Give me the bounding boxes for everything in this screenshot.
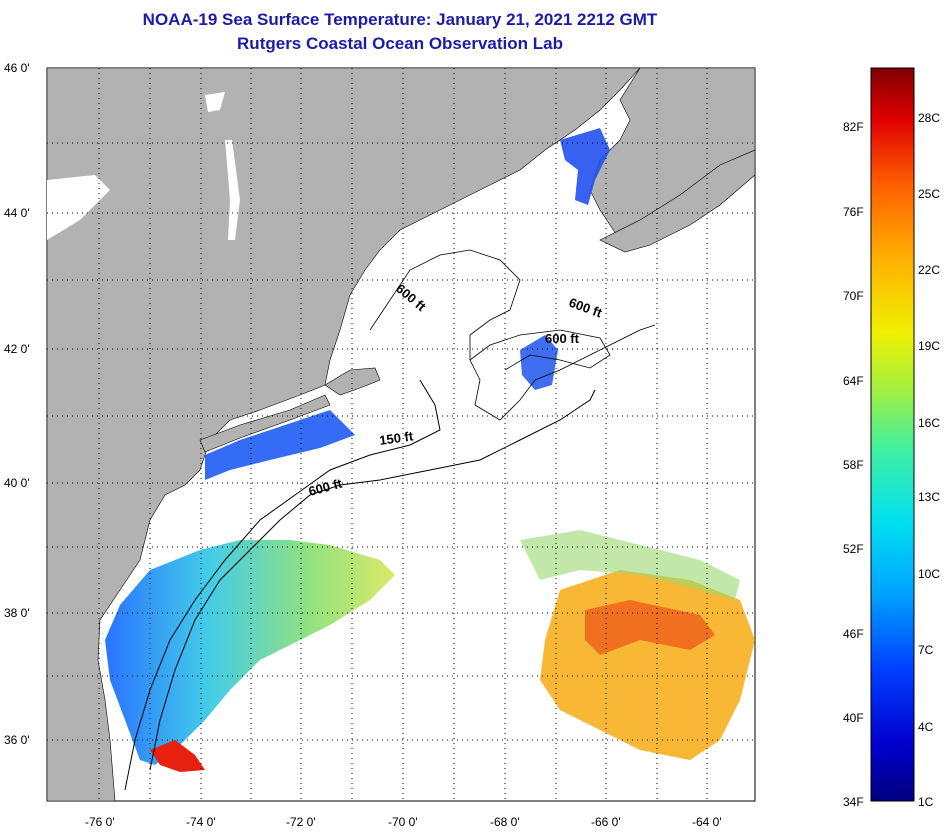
contour-label-3: 600 ft: [545, 331, 580, 346]
lake-ontario-edge: [47, 175, 110, 240]
lat-tick: 44 0': [4, 206, 30, 220]
sst-green-fringe: [520, 530, 740, 600]
colorbar-c-label: 7C: [918, 643, 934, 657]
colorbar-f-label: 70F: [843, 289, 864, 303]
lat-axis: 46 0' 44 0' 42 0' 40 0' 38 0' 36 0': [4, 61, 30, 747]
colorbar: [870, 67, 915, 802]
lat-tick: 36 0': [4, 733, 30, 747]
lat-tick: 42 0': [4, 342, 30, 356]
lon-tick: -74 0': [186, 815, 216, 829]
colorbar-f-label: 34F: [843, 795, 864, 809]
lon-tick: -70 0': [388, 815, 418, 829]
colorbar-c-label: 22C: [918, 263, 940, 277]
lon-tick: -72 0': [286, 815, 316, 829]
colorbar-c-label: 25C: [918, 187, 940, 201]
colorbar-celsius: 28C 25C 22C 19C 16C 13C 10C 7C 4C 1C: [918, 111, 940, 809]
lon-tick: -68 0': [490, 815, 520, 829]
chart-subtitle: Rutgers Coastal Ocean Observation Lab: [237, 34, 563, 53]
sst-orange-patch: [585, 600, 715, 655]
colorbar-f-label: 64F: [843, 374, 864, 388]
colorbar-f-label: 46F: [843, 627, 864, 641]
lat-tick: 46 0': [4, 61, 30, 75]
lon-tick: -66 0': [591, 815, 621, 829]
contour-georges-bank: [469, 329, 611, 371]
contour-600ft-shelf: [149, 389, 596, 771]
chart-title: NOAA-19 Sea Surface Temperature: January…: [142, 10, 658, 29]
sst-mid-atlantic-shelf: [105, 540, 395, 765]
lon-tick: -76 0': [85, 815, 115, 829]
lat-tick: 40 0': [4, 476, 30, 490]
colorbar-f-label: 52F: [843, 542, 864, 556]
colorbar-c-label: 10C: [918, 567, 940, 581]
colorbar-f-label: 58F: [843, 458, 864, 472]
sst-bay-of-fundy: [560, 128, 610, 205]
colorbar-c-label: 4C: [918, 720, 934, 734]
colorbar-c-label: 28C: [918, 111, 940, 125]
lake-moosehead: [205, 92, 225, 112]
land-cape-cod: [324, 367, 381, 396]
land-mainland: [47, 68, 641, 801]
lat-tick: 38 0': [4, 606, 30, 620]
sst-nantucket: [520, 335, 558, 390]
lake-champlain: [225, 140, 240, 240]
contour-label-4: 150 ft: [378, 428, 414, 448]
colorbar-f-label: 82F: [843, 120, 864, 134]
colorbar-c-label: 1C: [918, 795, 934, 809]
sst-gulf-stream-hot: [150, 740, 205, 772]
lon-tick: -64 0': [692, 815, 722, 829]
land-nova-scotia: [599, 149, 755, 253]
contour-600ft-gulf-maine: [369, 249, 656, 421]
colorbar-c-label: 16C: [918, 416, 940, 430]
sst-ny-bight: [205, 410, 355, 480]
colorbar-f-label: 40F: [843, 711, 864, 725]
colorbar-fahrenheit: 82F 76F 70F 64F 58F 52F 46F 40F 34F: [843, 120, 864, 809]
lon-axis: -76 0' -74 0' -72 0' -70 0' -68 0' -66 0…: [85, 815, 722, 829]
contour-150ft-shelf: [124, 379, 441, 791]
grid: [47, 68, 755, 801]
colorbar-c-label: 19C: [918, 339, 940, 353]
colorbar-f-label: 76F: [843, 205, 864, 219]
colorbar-c-label: 13C: [918, 490, 940, 504]
land-long-island: [199, 394, 331, 453]
